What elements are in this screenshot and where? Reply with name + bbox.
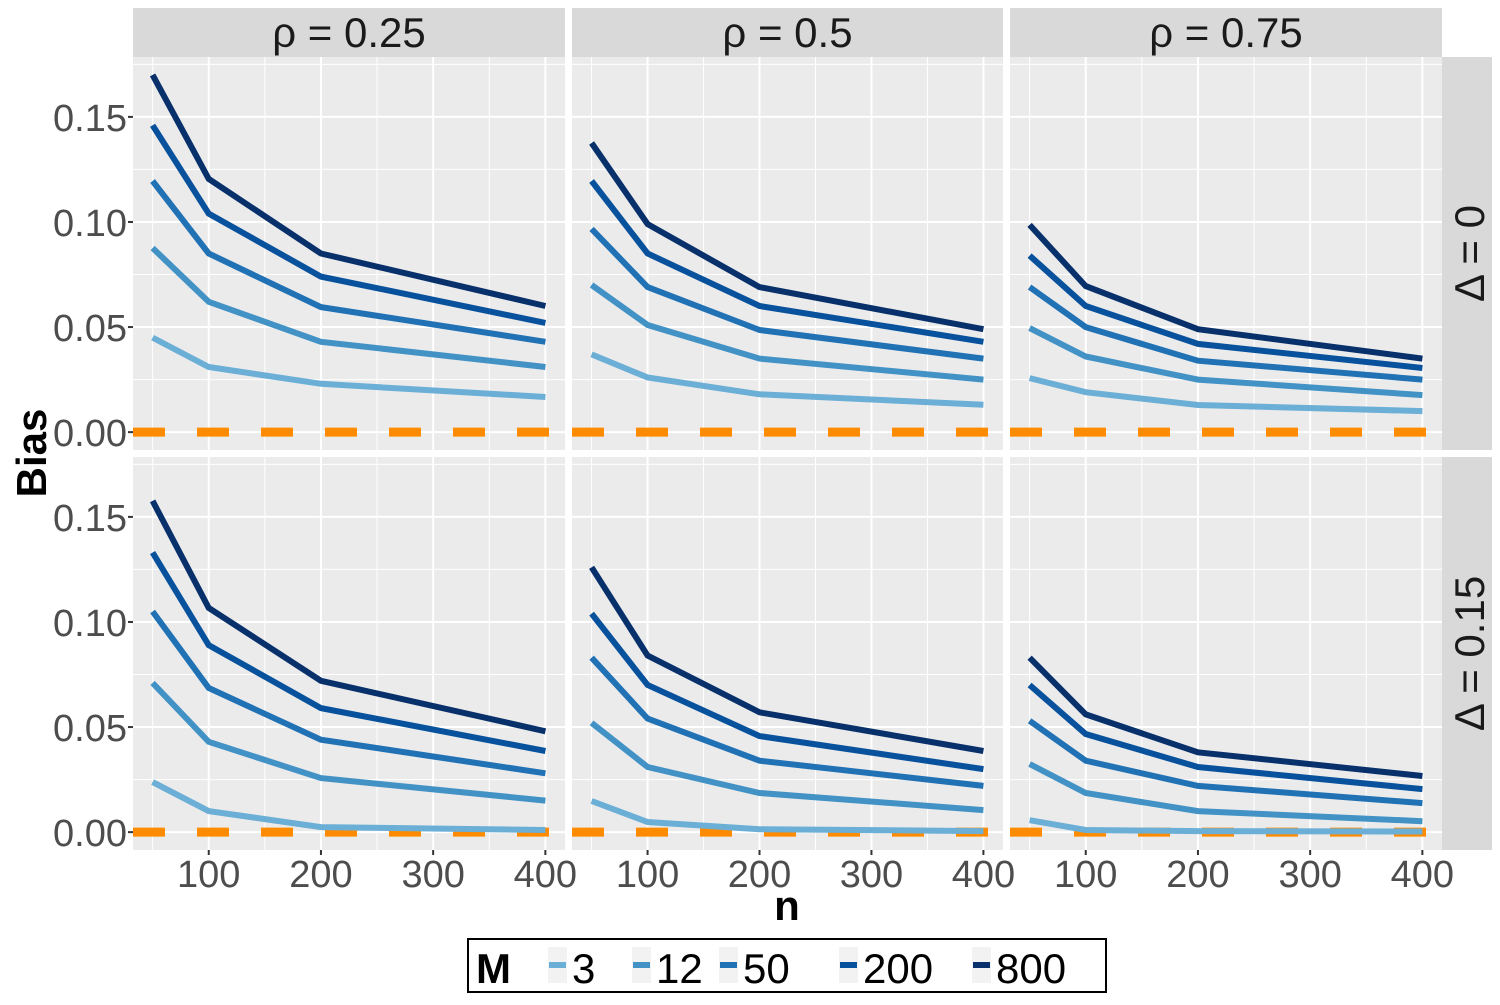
series-line-M-50 xyxy=(150,609,546,777)
series-line-M-200 xyxy=(150,123,547,326)
series-line-M-200 xyxy=(150,551,546,754)
series-line-M-12 xyxy=(589,720,984,814)
series-line-M-12 xyxy=(1028,325,1423,399)
legend-title: M xyxy=(476,945,511,992)
legend-label: 12 xyxy=(656,945,703,992)
x-tick-label: 400 xyxy=(514,854,577,896)
series-line-M-50 xyxy=(150,179,546,345)
legend: M 3 12 50 200 800 xyxy=(467,938,1107,993)
panel: 100 200 300 400 xyxy=(572,457,1015,896)
legend-label: 3 xyxy=(572,945,595,992)
panel xyxy=(572,57,1003,450)
y-tick-label: 0.00 xyxy=(53,813,127,855)
facet-label-row: Δ = 0.15 xyxy=(1446,576,1493,731)
series-line-M-200 xyxy=(1027,682,1423,793)
x-tick-label: 400 xyxy=(1391,854,1454,896)
series-line-M-12 xyxy=(150,680,546,804)
y-tick-label: 0.05 xyxy=(53,308,127,350)
panel: 0.00 0.05 0.10 0.15 100 200 300 400 xyxy=(53,457,577,896)
facet-label-col: ρ = 0.25 xyxy=(272,9,426,56)
series-line-M-50 xyxy=(589,655,984,789)
x-tick-label: 300 xyxy=(401,854,464,896)
series-line-M-3 xyxy=(590,351,984,408)
series-line-M-800 xyxy=(149,73,547,309)
series-line-M-800 xyxy=(149,499,547,735)
x-tick-label: 200 xyxy=(289,854,352,896)
y-axis-title: Bias xyxy=(8,409,55,498)
legend-box xyxy=(467,938,1107,993)
panel: 100 200 300 400 xyxy=(1010,457,1454,896)
series-line-M-800 xyxy=(1027,222,1423,362)
y-tick-label: 0.15 xyxy=(53,98,127,140)
panel xyxy=(1010,57,1442,450)
series-line-M-800 xyxy=(1027,655,1423,779)
x-axis-title: n xyxy=(774,882,800,929)
series-line-M-3 xyxy=(151,334,546,400)
facet-label-col: ρ = 0.75 xyxy=(1149,9,1303,56)
x-tick-label: 400 xyxy=(952,854,1015,896)
panel: 0.00 0.05 0.10 0.15 xyxy=(53,57,565,455)
series-line-M-12 xyxy=(589,282,984,383)
x-tick-label: 100 xyxy=(616,854,679,896)
series-line-M-3 xyxy=(1028,375,1423,415)
x-tick-label: 200 xyxy=(1166,854,1229,896)
y-tick-label: 0.05 xyxy=(53,708,127,750)
legend-label: 50 xyxy=(743,945,790,992)
series-line-M-3 xyxy=(151,779,546,833)
facet-label-row: Δ = 0 xyxy=(1446,205,1493,302)
series-line-M-200 xyxy=(589,611,984,773)
series-line-M-50 xyxy=(589,226,984,362)
facet-strip-col xyxy=(572,8,1003,57)
x-tick-label: 100 xyxy=(177,854,240,896)
legend-label: 800 xyxy=(996,945,1066,992)
series-line-M-12 xyxy=(1028,761,1423,825)
panel-background xyxy=(133,457,565,850)
series-line-M-800 xyxy=(589,141,984,333)
x-tick-label: 300 xyxy=(840,854,903,896)
y-tick-label: 0.10 xyxy=(53,203,127,245)
facet-strip-col xyxy=(133,8,565,57)
facet-strip-row xyxy=(1442,57,1492,450)
x-tick-label: 100 xyxy=(1054,854,1117,896)
series-line-M-3 xyxy=(1029,817,1423,835)
y-tick-label: 0.10 xyxy=(53,603,127,645)
series-line-M-800 xyxy=(589,565,984,754)
series-line-M-3 xyxy=(590,798,984,835)
x-tick-label: 300 xyxy=(1278,854,1341,896)
facet-strip-row xyxy=(1442,457,1492,850)
y-tick-label: 0.00 xyxy=(53,413,127,455)
y-tick-label: 0.15 xyxy=(53,498,127,540)
series-line-M-200 xyxy=(589,179,984,345)
series-line-M-200 xyxy=(1027,253,1423,371)
facet-label-col: ρ = 0.5 xyxy=(722,9,852,56)
facet-strip-col xyxy=(1010,8,1442,57)
series-line-M-12 xyxy=(150,245,546,370)
x-tick-label: 200 xyxy=(728,854,791,896)
series-line-M-50 xyxy=(1027,718,1423,807)
legend-label: 200 xyxy=(863,945,933,992)
series-line-M-50 xyxy=(1027,284,1423,383)
